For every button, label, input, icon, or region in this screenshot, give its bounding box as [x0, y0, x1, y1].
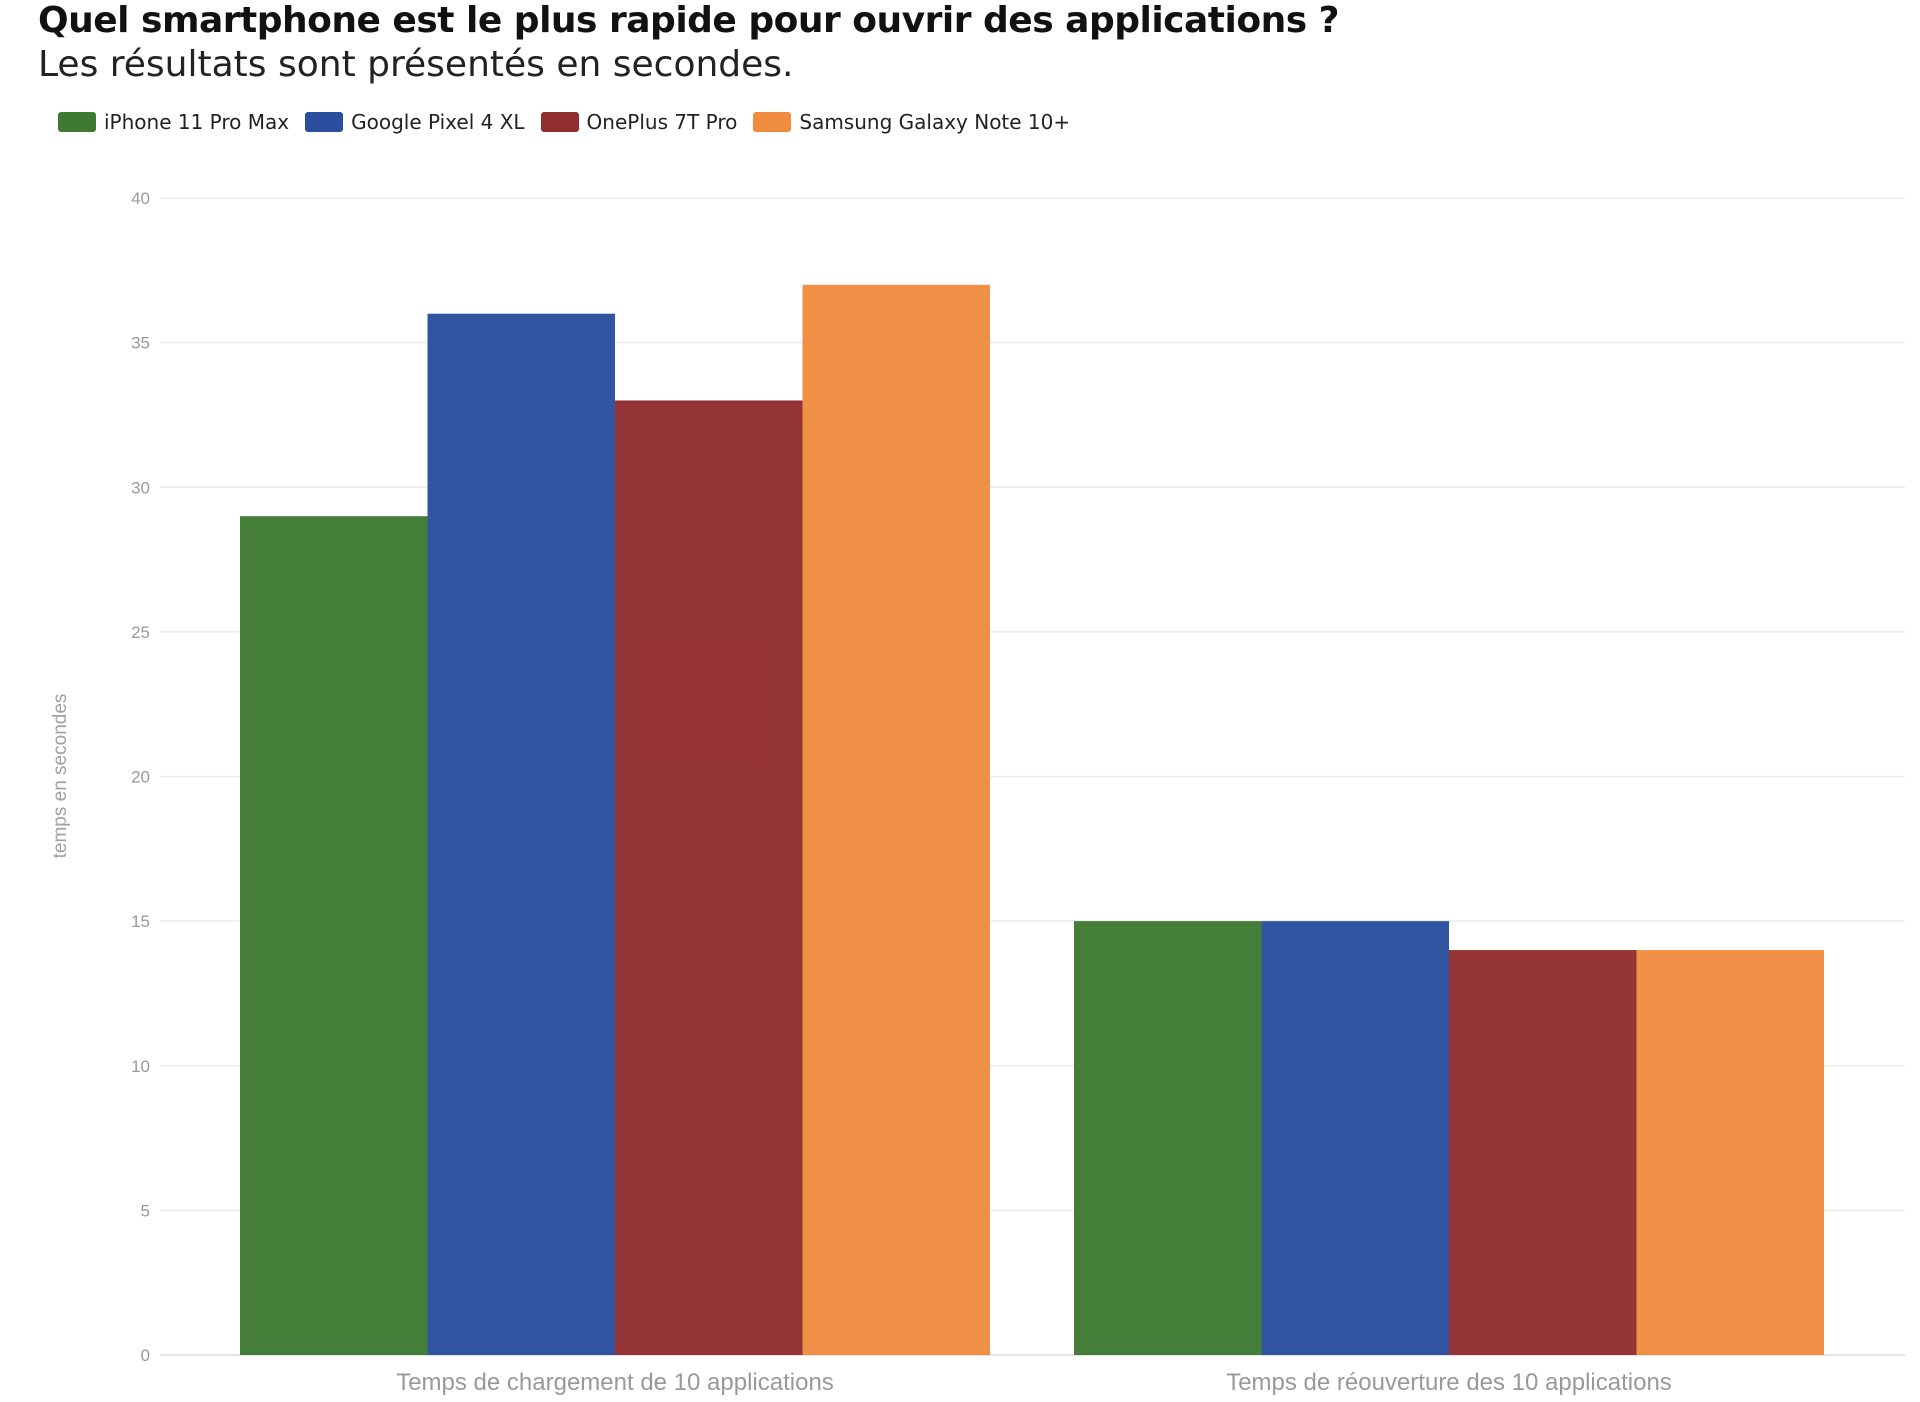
y-axis-label: temps en secondes [50, 694, 71, 859]
bar [427, 313, 615, 1356]
y-tick-label: 10 [131, 1057, 150, 1076]
y-tick-label: 30 [131, 478, 150, 497]
bar [240, 516, 428, 1355]
legend-item-oneplus[interactable]: OnePlus 7T Pro [540, 110, 738, 134]
bar [802, 284, 990, 1355]
legend-item-pixel[interactable]: Google Pixel 4 XL [305, 110, 525, 134]
bar [615, 400, 803, 1356]
chart-subtitle: Les résultats sont présentés en secondes… [38, 44, 794, 85]
legend-label: OnePlus 7T Pro [586, 110, 738, 134]
legend-item-iphone[interactable]: iPhone 11 Pro Max [58, 110, 289, 134]
y-tick-label: 15 [131, 912, 150, 931]
y-tick-label: 20 [131, 768, 150, 787]
y-tick-label: 40 [131, 189, 150, 208]
legend-label: iPhone 11 Pro Max [104, 110, 290, 134]
legend-swatch [753, 112, 792, 132]
y-tick-label: 0 [141, 1346, 150, 1365]
legend-swatch [305, 112, 344, 132]
x-category-label: Temps de réouverture des 10 applications [1226, 1369, 1672, 1396]
y-tick-label: 35 [131, 334, 150, 353]
chart-title: Quel smartphone est le plus rapide pour … [38, 0, 1340, 41]
x-category-label: Temps de chargement de 10 applications [396, 1369, 834, 1396]
y-tick-label: 25 [131, 623, 150, 642]
legend-swatch [540, 112, 579, 132]
legend-item-samsung[interactable]: Samsung Galaxy Note 10+ [753, 110, 1070, 134]
legend-label: Google Pixel 4 XL [351, 110, 525, 134]
legend-swatch [58, 112, 96, 132]
legend-label: Samsung Galaxy Note 10+ [799, 110, 1071, 134]
y-tick-label: 5 [141, 1201, 150, 1220]
bar [1449, 950, 1637, 1355]
bar [1074, 921, 1262, 1355]
bar [1261, 921, 1449, 1355]
legend: iPhone 11 Pro Max Google Pixel 4 XL OneP… [58, 110, 1070, 134]
bar [1636, 950, 1824, 1355]
